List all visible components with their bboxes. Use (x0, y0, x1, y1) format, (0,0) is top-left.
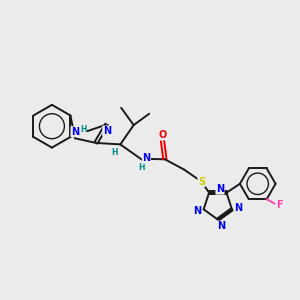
Text: N: N (103, 126, 111, 136)
Text: S: S (198, 176, 205, 187)
Text: H: H (80, 125, 87, 134)
Text: N: N (217, 221, 225, 231)
Text: H: H (112, 148, 118, 157)
Text: F: F (276, 200, 282, 210)
Text: N: N (142, 153, 151, 164)
Text: N: N (71, 127, 79, 137)
Text: O: O (158, 130, 166, 140)
Text: N: N (216, 184, 224, 194)
Text: N: N (234, 203, 242, 213)
Text: H: H (138, 163, 144, 172)
Text: N: N (193, 206, 201, 216)
